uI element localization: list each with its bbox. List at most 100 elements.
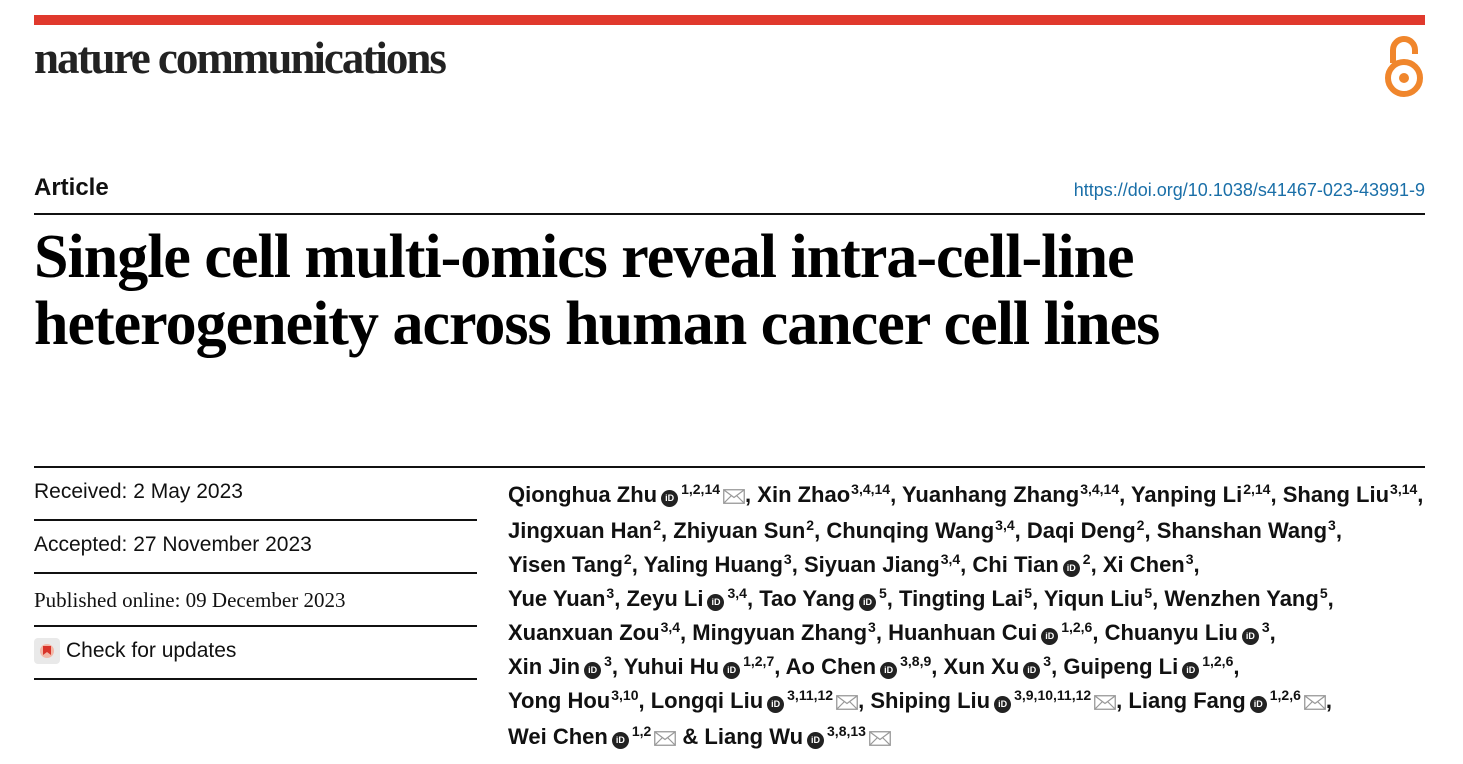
author-separator: ,	[631, 552, 638, 577]
author-separator: ,	[1119, 482, 1126, 507]
author-name[interactable]: Xuanxuan Zou3,4,	[508, 620, 686, 645]
author-name-text: Jingxuan Han	[508, 518, 653, 543]
author-name-text: Mingyuan Zhang	[692, 620, 868, 645]
author-name[interactable]: Guipeng Li iD1,2,6,	[1063, 654, 1239, 679]
author-name-text: Shanshan Wang	[1156, 518, 1328, 543]
author-name[interactable]: Chi Tian iD2,	[972, 552, 1097, 577]
author-name[interactable]: Wei Chen iD1,2 &	[508, 724, 698, 749]
author-name[interactable]: Xin Zhao3,4,14,	[757, 482, 896, 507]
author-separator: ,	[661, 518, 668, 543]
orcid-icon[interactable]: iD	[880, 662, 898, 679]
author-name-text: Liang Wu	[704, 724, 804, 749]
author-name[interactable]: Liang Wu iD3,8,13	[704, 724, 891, 749]
email-icon[interactable]	[836, 686, 858, 720]
author-name[interactable]: Xi Chen3,	[1103, 552, 1200, 577]
affiliation-numbers: 5	[1319, 585, 1328, 601]
author-name[interactable]: Huanhuan Cui iD1,2,6,	[888, 620, 1098, 645]
author-separator: ,	[611, 654, 619, 679]
email-icon[interactable]	[1303, 686, 1326, 720]
orcid-icon[interactable]: iD	[994, 696, 1012, 713]
author-name-text: Yuhui Hu	[623, 654, 720, 679]
author-name[interactable]: Yuanhang Zhang3,4,14,	[902, 482, 1125, 507]
author-name-text: Wenzhen Yang	[1164, 586, 1319, 611]
author-name-text: Zhiyuan Sun	[673, 518, 806, 543]
orcid-icon[interactable]: iD	[858, 594, 876, 611]
affiliation-numbers: 3,4	[940, 551, 961, 567]
author-name[interactable]: Ao Chen iD3,8,9,	[786, 654, 937, 679]
open-access-icon	[1385, 36, 1423, 97]
author-name-text: Yaling Huang	[643, 552, 783, 577]
author-name[interactable]: Yong Hou3,10,	[508, 688, 645, 713]
author-name[interactable]: Yaling Huang3,	[644, 552, 798, 577]
author-name[interactable]: Yiqun Liu5,	[1044, 586, 1158, 611]
author-name[interactable]: Shang Liu3,14,	[1283, 482, 1424, 507]
doi-link[interactable]: https://doi.org/10.1038/s41467-023-43991…	[1073, 180, 1425, 200]
author-name[interactable]: Tao Yang iD5,	[759, 586, 893, 611]
meta-divider	[34, 572, 477, 574]
author-separator: ,	[1269, 620, 1276, 645]
orcid-icon[interactable]: iD	[767, 696, 785, 713]
orcid-icon[interactable]: iD	[1182, 662, 1200, 679]
author-separator: ,	[774, 654, 781, 679]
author-separator: ,	[746, 586, 754, 611]
author-name[interactable]: Longqi Liu iD3,11,12,	[651, 688, 864, 713]
author-name[interactable]: Yuhui Hu iD1,2,7,	[623, 654, 781, 679]
check-updates-button[interactable]: Check for updates	[34, 638, 477, 664]
author-list: Qionghua Zhu iD1,2,14, Xin Zhao3,4,14, Yu…	[508, 478, 1438, 756]
author-name[interactable]: Chunqing Wang3,4,	[826, 518, 1020, 543]
author-separator: ,	[1193, 552, 1200, 577]
author-name[interactable]: Shanshan Wang3,	[1157, 518, 1342, 543]
author-name[interactable]: Siyuan Jiang3,4,	[804, 552, 966, 577]
author-name[interactable]: Yanping Li2,14,	[1131, 482, 1277, 507]
author-name[interactable]: Liang Fang iD1,2,6,	[1128, 688, 1332, 713]
author-separator: ,	[1051, 654, 1058, 679]
email-icon[interactable]	[723, 480, 745, 514]
author-separator: &	[676, 724, 699, 749]
author-name[interactable]: Mingyuan Zhang3,	[692, 620, 882, 645]
author-name-text: Xuanxuan Zou	[508, 620, 660, 645]
author-separator: ,	[1325, 688, 1333, 713]
orcid-icon[interactable]: iD	[707, 594, 725, 611]
orcid-icon[interactable]: iD	[611, 732, 629, 749]
affiliation-numbers: 1,2,6	[1269, 687, 1301, 703]
meta-rule	[34, 466, 1425, 468]
author-separator: ,	[1417, 482, 1424, 507]
author-name[interactable]: Chuanyu Liu iD3,	[1105, 620, 1276, 645]
orcid-icon[interactable]: iD	[1241, 628, 1259, 645]
affiliation-numbers: 1,2	[631, 723, 652, 739]
author-name-text: Yue Yuan	[508, 586, 606, 611]
orcid-icon[interactable]: iD	[723, 662, 741, 679]
orcid-icon[interactable]: iD	[1023, 662, 1041, 679]
author-name-text: Longqi Liu	[650, 688, 764, 713]
email-icon[interactable]	[654, 722, 677, 756]
orcid-icon[interactable]: iD	[1062, 560, 1080, 577]
orcid-icon[interactable]: iD	[1249, 696, 1267, 713]
email-icon[interactable]	[1094, 686, 1117, 720]
author-name-text: Zeyu Li	[626, 586, 704, 611]
orcid-icon[interactable]: iD	[584, 662, 602, 679]
author-name-text: Shiping Liu	[870, 688, 991, 713]
affiliation-numbers: 1,2,6	[1202, 653, 1234, 669]
author-name[interactable]: Shiping Liu iD3,9,10,11,12,	[870, 688, 1122, 713]
author-name[interactable]: Zhiyuan Sun2,	[673, 518, 820, 543]
author-name[interactable]: Yue Yuan3,	[508, 586, 620, 611]
author-separator: ,	[1032, 586, 1039, 611]
orcid-icon[interactable]: iD	[1041, 628, 1059, 645]
email-icon[interactable]	[869, 722, 891, 756]
author-name[interactable]: Xin Jin iD3,	[508, 654, 618, 679]
author-name-text: Wei Chen	[508, 724, 608, 749]
orcid-icon[interactable]: iD	[661, 490, 679, 507]
author-separator: ,	[791, 552, 798, 577]
affiliation-numbers: 3,9,10,11,12	[1014, 687, 1092, 703]
orcid-icon[interactable]: iD	[807, 732, 825, 749]
author-separator: ,	[886, 586, 893, 611]
affiliation-numbers: 5	[1144, 585, 1153, 601]
author-name[interactable]: Zeyu Li iD3,4,	[626, 586, 753, 611]
author-name[interactable]: Xun Xu iD3,	[944, 654, 1058, 679]
author-name[interactable]: Qionghua Zhu iD1,2,14,	[508, 482, 751, 507]
author-name[interactable]: Wenzhen Yang5,	[1164, 586, 1333, 611]
author-name[interactable]: Daqi Deng2,	[1027, 518, 1151, 543]
author-name[interactable]: Yisen Tang2,	[508, 552, 638, 577]
author-name[interactable]: Jingxuan Han2,	[508, 518, 667, 543]
author-name[interactable]: Tingting Lai5,	[899, 586, 1038, 611]
